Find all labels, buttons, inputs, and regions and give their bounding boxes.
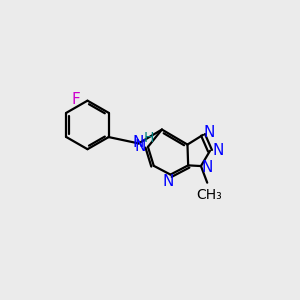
Text: CH₃: CH₃ [197, 188, 222, 203]
Text: N: N [202, 160, 213, 175]
Text: N: N [133, 135, 144, 150]
Text: N: N [212, 143, 224, 158]
Text: H: H [144, 130, 154, 145]
Text: N: N [204, 125, 215, 140]
Text: N: N [134, 140, 146, 154]
Text: F: F [72, 92, 80, 107]
Text: N: N [163, 174, 174, 189]
